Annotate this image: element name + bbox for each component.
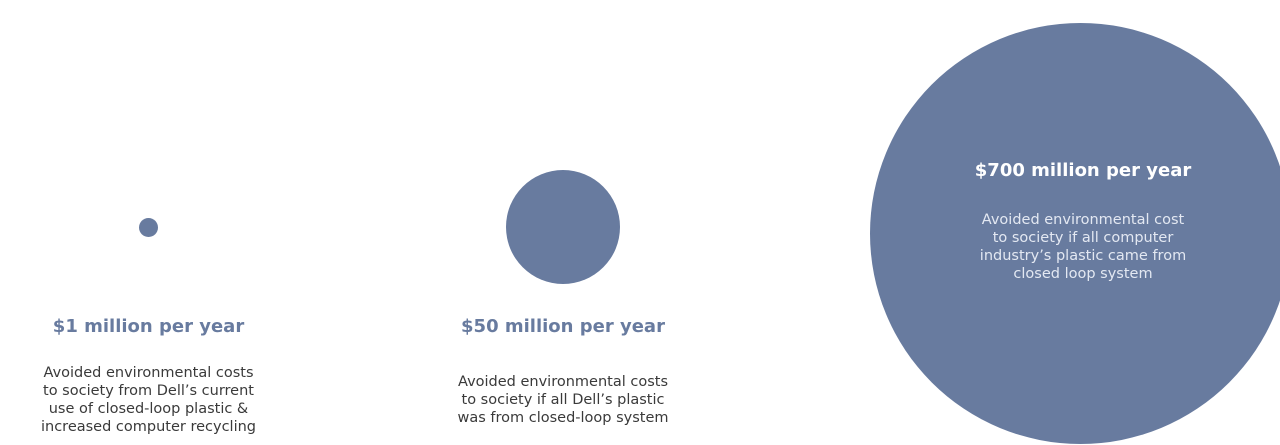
item-2-description: Avoided environmental costs to society i… xyxy=(420,373,706,427)
item-1-heading: $1 million per year xyxy=(52,316,245,337)
large-circle xyxy=(870,23,1280,444)
small-circle xyxy=(139,218,158,237)
item-3-description-line: to society if all computer xyxy=(992,230,1174,246)
item-3-heading: $700 million per year xyxy=(974,160,1192,181)
item-1-description: Avoided environmental costs to society f… xyxy=(0,364,297,436)
item-3-description: Avoided environmental cost to society if… xyxy=(933,211,1233,283)
item-1-description-line: Avoided environmental costs xyxy=(43,365,254,381)
item-3-description-line: industry’s plastic came from xyxy=(979,248,1187,264)
item-2-description-line: was from closed-loop system xyxy=(457,410,669,426)
item-3-description-line: closed loop system xyxy=(1013,266,1153,282)
medium-circle xyxy=(506,170,620,284)
item-2-heading: $50 million per year xyxy=(461,316,665,337)
item-1-description-line: use of closed-loop plastic & xyxy=(48,401,249,417)
item-2-description-line: Avoided environmental costs xyxy=(458,374,668,390)
item-1-description-line: to society from Dell’s current xyxy=(43,383,254,399)
item-2-description-line: to society if all Dell’s plastic xyxy=(461,392,665,408)
item-3-description-line: Avoided environmental cost xyxy=(981,212,1185,228)
item-1-description-line: increased computer recycling xyxy=(40,419,256,435)
